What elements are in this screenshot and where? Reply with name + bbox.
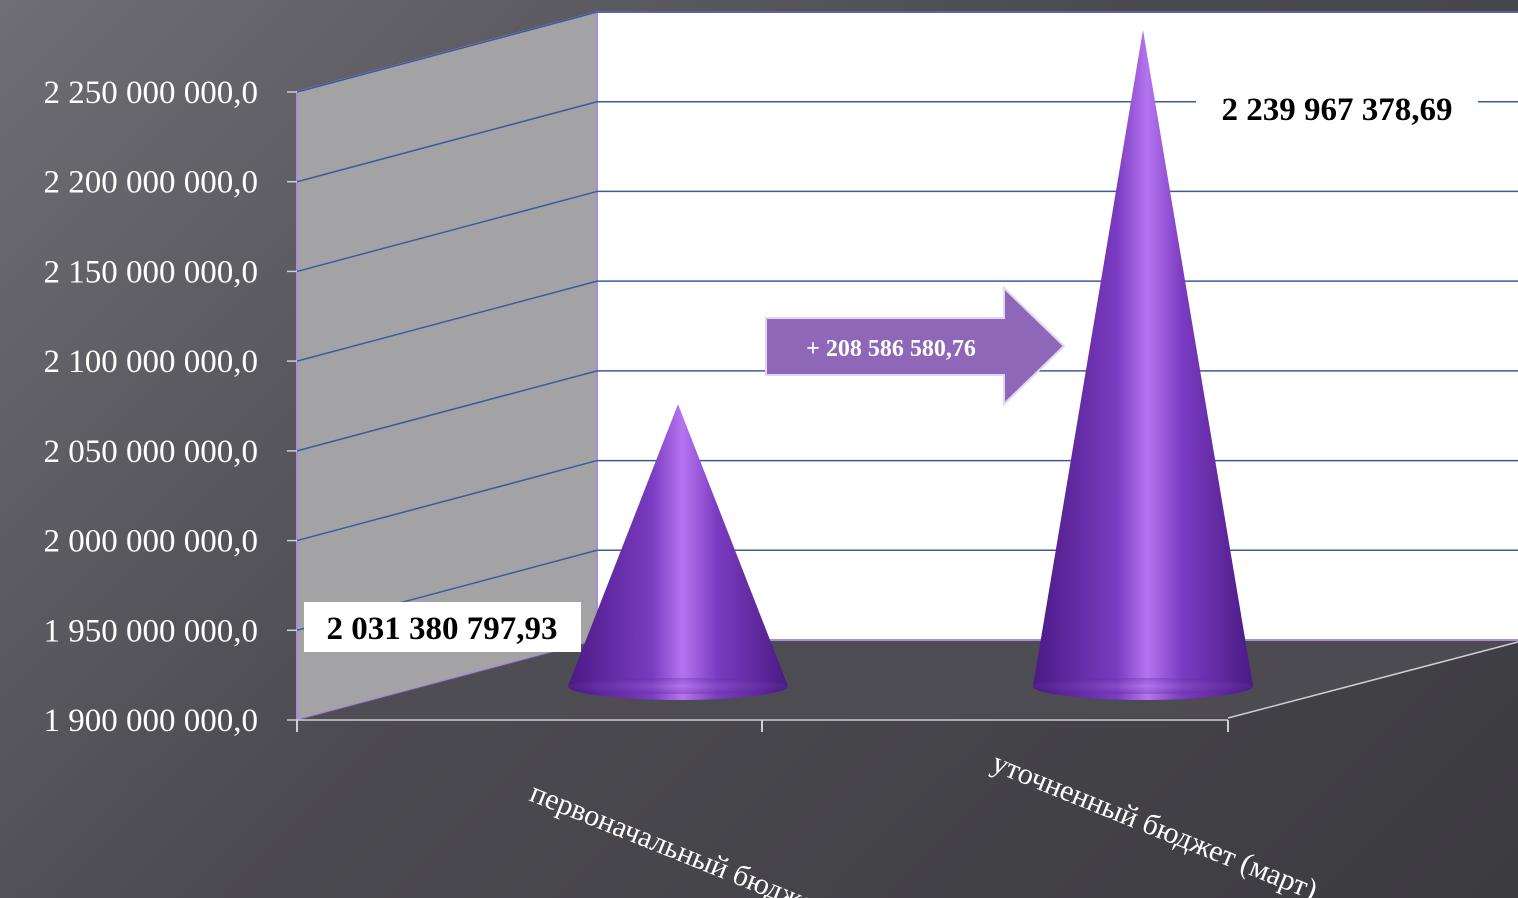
data-label-1: 2 031 380 797,93 <box>304 602 581 652</box>
y-tick-label: 1 950 000 000,0 <box>44 613 259 649</box>
data-label-box <box>1196 84 1478 132</box>
gridline-side <box>296 459 598 542</box>
cone-bar <box>568 404 788 700</box>
gridline-side <box>296 11 598 93</box>
y-tick-label: 2 150 000 000,0 <box>44 254 259 290</box>
x-axis-depth-line <box>1227 641 1518 719</box>
gridline-side <box>296 190 598 273</box>
y-tick-label: 1 900 000 000,0 <box>44 703 259 739</box>
gridline-side <box>296 280 598 362</box>
gridlines <box>296 11 1518 632</box>
y-tick-label: 2 100 000 000,0 <box>44 344 259 380</box>
data-label-text: 2 239 967 378,69 <box>1222 92 1453 128</box>
y-tick-label: 2 200 000 000,0 <box>44 165 259 201</box>
gridline-side <box>296 100 598 183</box>
annotation-arrow <box>765 285 1066 407</box>
data-labels: 2 031 380 797,93 2 239 967 378,69 <box>304 84 1478 652</box>
annotation-text: + 208 586 580,76 <box>806 336 976 362</box>
data-label-2: 2 239 967 378,69 <box>1196 84 1478 132</box>
cone-1 <box>568 404 788 700</box>
cone-series <box>568 30 1253 700</box>
cone-2 <box>1033 30 1253 700</box>
cone-base <box>1033 678 1253 694</box>
x-tick-label: уточненный бюджет (март) <box>987 746 1322 898</box>
difference-annotation: + 208 586 580,76 <box>765 285 1066 407</box>
y-tick-label: 2 050 000 000,0 <box>44 434 259 470</box>
cone-base <box>568 678 788 694</box>
y-axis: 1 900 000 000,0 1 950 000 000,0 2 000 000 … <box>44 75 297 739</box>
cone-bar <box>1033 30 1253 700</box>
x-tick-label: первоначальный бюджет <box>525 776 831 898</box>
data-label-text: 2 031 380 797,93 <box>327 611 558 647</box>
back-wall <box>597 12 1518 640</box>
data-label-box <box>304 602 581 652</box>
y-tick-label: 2 250 000 000,0 <box>44 75 259 111</box>
gridline-side <box>296 370 598 452</box>
y-tick-label: 2 000 000 000,0 <box>44 524 259 560</box>
